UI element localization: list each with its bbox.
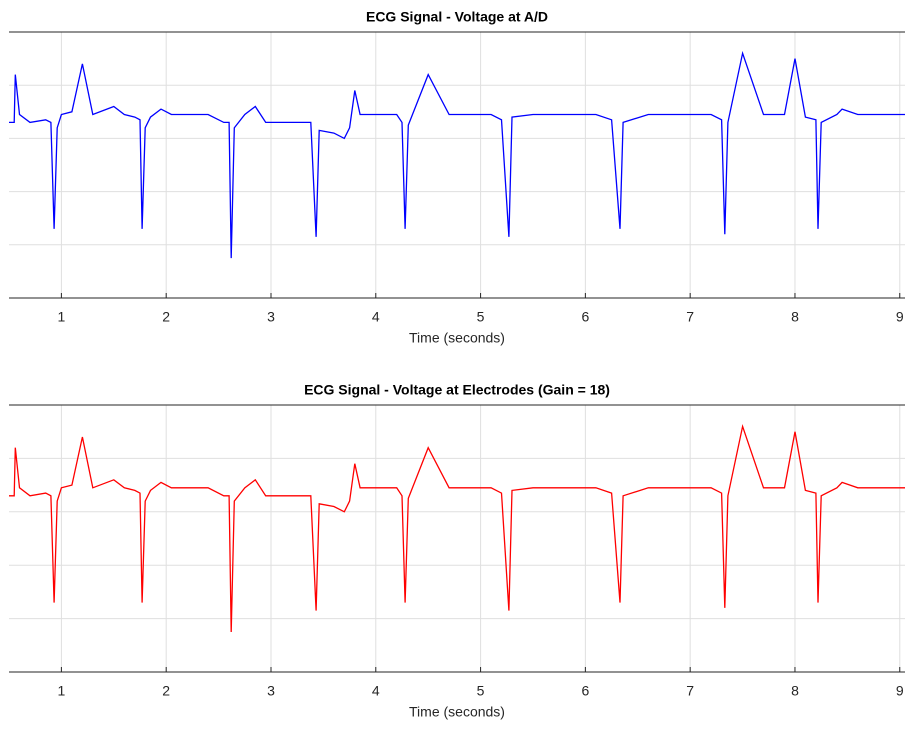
x-tick-label: 1 (57, 309, 65, 325)
x-tick-label: 6 (581, 309, 589, 325)
x-tick-label: 2 (162, 683, 170, 699)
x-tick-label: 9 (896, 683, 904, 699)
signal-line (9, 423, 905, 633)
x-tick-label: 7 (686, 309, 694, 325)
chart-title: ECG Signal - Voltage at Electrodes (Gain… (304, 382, 610, 398)
chart-title: ECG Signal - Voltage at A/D (366, 9, 548, 25)
x-tick-label: 4 (372, 683, 380, 699)
x-tick-label: 5 (477, 309, 485, 325)
x-tick-label: 3 (267, 309, 275, 325)
x-tick-label: 7 (686, 683, 694, 699)
x-tick-label: 1 (57, 683, 65, 699)
x-tick-label: 5 (477, 683, 485, 699)
signal-line (9, 50, 905, 259)
x-tick-label: 8 (791, 309, 799, 325)
x-tick-label: 2 (162, 309, 170, 325)
x-axis-label: Time (seconds) (409, 330, 505, 346)
x-tick-label: 4 (372, 309, 380, 325)
x-axis-label: Time (seconds) (409, 704, 505, 720)
x-tick-label: 6 (581, 683, 589, 699)
x-tick-label: 8 (791, 683, 799, 699)
x-tick-label: 9 (896, 309, 904, 325)
x-tick-label: 3 (267, 683, 275, 699)
